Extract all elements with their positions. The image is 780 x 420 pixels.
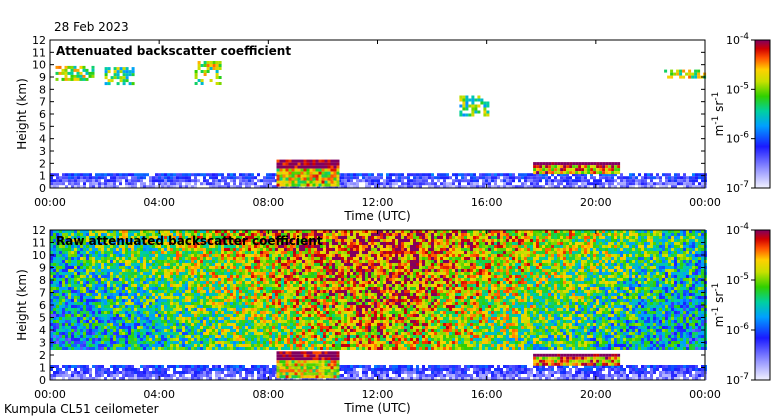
y-tick-label: 3 <box>39 337 46 350</box>
y-tick-label: 11 <box>32 46 46 59</box>
x-tick-label: 00:00 <box>34 388 66 401</box>
y-tick-label: 5 <box>39 120 46 133</box>
y-tick-label: 10 <box>32 59 46 72</box>
y-tick-label: 11 <box>32 237 46 250</box>
y-tick-label: 0 <box>39 374 46 387</box>
y-tick-label: 10 <box>32 249 46 262</box>
instrument-label: Kumpula CL51 ceilometer <box>4 402 159 416</box>
y-tick-label: 2 <box>39 349 46 362</box>
colorbar <box>754 39 771 189</box>
feature-boundary-layer <box>50 365 707 380</box>
y-tick-label: 6 <box>39 108 46 121</box>
y-tick-label: 12 <box>32 224 46 237</box>
feature-low-cloud-morning <box>276 351 340 379</box>
feature-high-cloud-3 <box>194 61 222 85</box>
y-tick-label: 1 <box>39 362 46 375</box>
x-tick-label: 20:00 <box>580 196 612 209</box>
panel-title: Attenuated backscatter coefficient <box>56 44 291 58</box>
date-label: 28 Feb 2023 <box>54 20 129 34</box>
feature-high-cloud-4 <box>459 95 490 117</box>
x-tick-label: 04:00 <box>143 196 175 209</box>
y-tick-label: 4 <box>39 133 46 146</box>
feature-high-cloud-2 <box>104 67 135 86</box>
colorbar-tick-label: 10-4 <box>726 32 749 47</box>
y-tick-label: 7 <box>39 287 46 300</box>
y-tick-label: 6 <box>39 299 46 312</box>
colorbar-tick-label: 10-6 <box>726 322 749 337</box>
colorbar-tick-label: 10-7 <box>726 372 749 387</box>
colorbar-tick-label: 10-4 <box>726 222 749 237</box>
feature-high-cloud-1 <box>55 65 95 81</box>
colorbar-tick-label: 10-6 <box>726 131 749 146</box>
y-tick-label: 1 <box>39 170 46 183</box>
panel-title: Raw attenuated backscatter coefficient <box>56 234 323 248</box>
y-tick-label: 9 <box>39 262 46 275</box>
x-tick-label: 00:00 <box>689 196 721 209</box>
x-tick-label: 20:00 <box>580 388 612 401</box>
feature-high-cloud-5 <box>664 69 707 79</box>
y-tick-label: 7 <box>39 96 46 109</box>
colorbar-tick-label: 10-5 <box>726 81 749 96</box>
y-tick-label: 8 <box>39 274 46 287</box>
x-tick-label: 08:00 <box>252 388 284 401</box>
y-tick-label: 8 <box>39 83 46 96</box>
colorbar <box>754 229 771 381</box>
feature-low-cloud-evening <box>533 353 621 366</box>
feature-low-cloud-evening <box>533 162 621 175</box>
colorbar-label: m-1 sr-1 <box>711 92 726 137</box>
y-tick-label: 4 <box>39 324 46 337</box>
x-tick-label: 00:00 <box>34 196 66 209</box>
y-tick-label: 2 <box>39 157 46 170</box>
y-tick-label: 0 <box>39 182 46 195</box>
y-tick-label: 3 <box>39 145 46 158</box>
y-tick-label: 12 <box>32 34 46 47</box>
x-axis-title: Time (UTC) <box>343 209 410 223</box>
feature-low-cloud-morning <box>276 159 340 187</box>
y-axis-title: Height (km) <box>15 78 29 149</box>
x-tick-label: 12:00 <box>362 388 394 401</box>
feature-noise-field <box>50 230 707 350</box>
colorbar-tick-label: 10-5 <box>726 272 749 287</box>
y-tick-label: 5 <box>39 312 46 325</box>
x-axis-title: Time (UTC) <box>343 401 410 415</box>
colorbar-tick-label: 10-7 <box>726 180 749 195</box>
x-tick-label: 08:00 <box>252 196 284 209</box>
x-tick-label: 16:00 <box>471 388 503 401</box>
x-tick-label: 16:00 <box>471 196 503 209</box>
colorbar-label: m-1 sr-1 <box>711 283 726 328</box>
y-tick-label: 9 <box>39 71 46 84</box>
y-axis-title: Height (km) <box>15 269 29 340</box>
x-tick-label: 12:00 <box>362 196 394 209</box>
x-tick-label: 04:00 <box>143 388 175 401</box>
x-tick-label: 00:00 <box>689 388 721 401</box>
